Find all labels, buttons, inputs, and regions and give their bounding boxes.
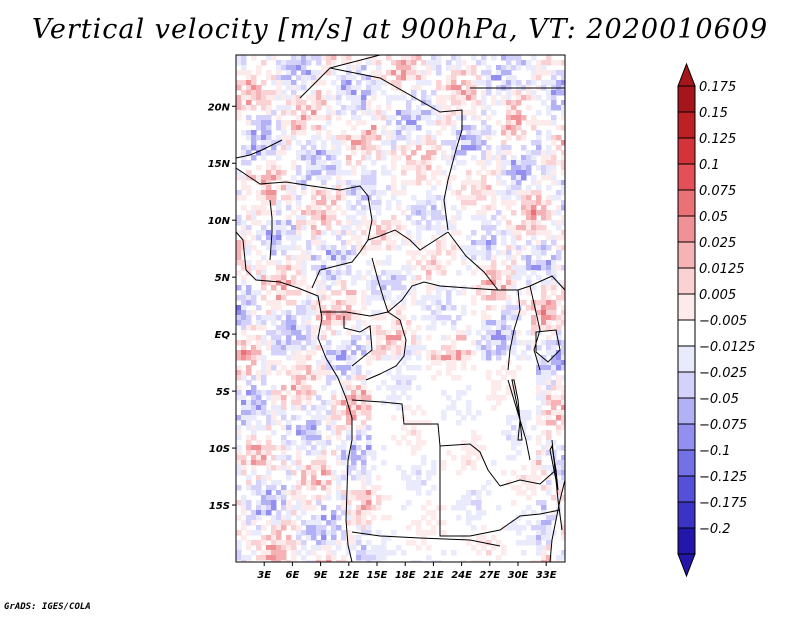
- colorbar-swatch: [678, 216, 695, 242]
- lat-tick-label: EQ: [215, 330, 231, 341]
- colorbar-label: 0.0125: [699, 262, 745, 277]
- colorbar-label: −0.025: [699, 366, 747, 381]
- colorbar: 0.175 0.15 0.125 0.1 0.075 0.05 0.025 0.0125 0.0…: [678, 64, 755, 576]
- grads-credit: GrADS: IGES/COLA: [4, 602, 91, 612]
- lon-tick-label: 33E: [536, 570, 557, 581]
- colorbar-label: 0.075: [699, 184, 736, 199]
- lat-tick-label: 20N: [208, 102, 231, 113]
- colorbar-label: −0.1: [699, 444, 731, 459]
- map-plot: 20N 15N 10N 5N EQ 5S 10S 15S 3E 6E 9E 12E 15E 18E 21E…: [0, 0, 800, 618]
- lon-tick-label: 9E: [314, 570, 328, 581]
- colorbar-label: −0.005: [699, 314, 747, 329]
- colorbar-swatch: [678, 164, 695, 190]
- colorbar-label: −0.0125: [699, 340, 755, 355]
- colorbar-label: 0.005: [699, 288, 736, 303]
- colorbar-label: 0.125: [699, 132, 736, 147]
- colorbar-label: −0.2: [699, 522, 731, 537]
- longitude-axis: 3E 6E 9E 12E 15E 18E 21E 24E 27E 30E 33E: [257, 562, 556, 581]
- lat-tick-label: 15S: [209, 501, 230, 512]
- colorbar-swatch: [678, 398, 695, 424]
- lon-tick-label: 18E: [395, 570, 416, 581]
- colorbar-label: −0.125: [699, 470, 747, 485]
- lat-tick-label: 10S: [209, 444, 230, 455]
- lat-tick-label: 10N: [208, 216, 231, 227]
- colorbar-swatch: [678, 372, 695, 398]
- colorbar-label: 0.05: [699, 210, 728, 225]
- lat-tick-label: 5S: [216, 387, 230, 398]
- colorbar-swatch: [678, 528, 695, 554]
- colorbar-swatch: [678, 86, 695, 112]
- colorbar-label: −0.05: [699, 392, 739, 407]
- colorbar-bottom-arrow: [678, 554, 695, 576]
- colorbar-label: 0.175: [699, 80, 736, 95]
- lon-tick-label: 30E: [508, 570, 529, 581]
- lon-tick-label: 24E: [451, 570, 472, 581]
- colorbar-label: 0.1: [699, 158, 720, 173]
- colorbar-swatch: [678, 112, 695, 138]
- lon-tick-label: 21E: [423, 570, 444, 581]
- lon-tick-label: 12E: [338, 570, 359, 581]
- colorbar-label: −0.175: [699, 496, 747, 511]
- colorbar-swatch: [678, 424, 695, 450]
- lat-tick-label: 15N: [208, 159, 231, 170]
- colorbar-swatch: [678, 502, 695, 528]
- colorbar-swatch: [678, 268, 695, 294]
- colorbar-swatch: [678, 450, 695, 476]
- colorbar-swatch: [678, 190, 695, 216]
- lon-tick-label: 6E: [286, 570, 300, 581]
- colorbar-swatch: [678, 294, 695, 320]
- latitude-axis: 20N 15N 10N 5N EQ 5S 10S 15S: [208, 102, 236, 512]
- colorbar-label: 0.15: [699, 106, 728, 121]
- lon-tick-label: 3E: [257, 570, 271, 581]
- colorbar-label: −0.075: [699, 418, 747, 433]
- colorbar-swatch: [678, 242, 695, 268]
- colorbar-swatch: [678, 320, 695, 346]
- lon-tick-label: 15E: [367, 570, 388, 581]
- lat-tick-label: 5N: [215, 273, 231, 284]
- colorbar-swatch: [678, 476, 695, 502]
- colorbar-swatch: [678, 138, 695, 164]
- colorbar-swatch: [678, 346, 695, 372]
- colorbar-top-arrow: [678, 64, 695, 86]
- lon-tick-label: 27E: [479, 570, 500, 581]
- colorbar-label: 0.025: [699, 236, 736, 251]
